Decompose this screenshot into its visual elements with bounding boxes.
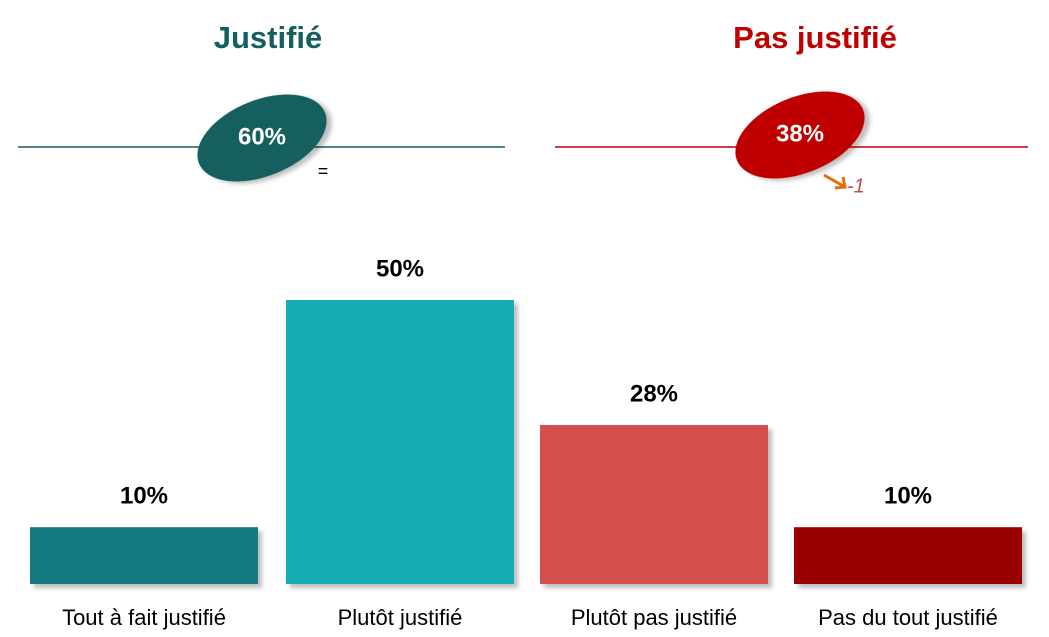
summary-badge [735,91,865,179]
bar [286,300,514,584]
bar [794,527,1022,584]
summary-title: Pas justifié [733,20,897,55]
summary-value: 60% [238,123,286,150]
summary-change: = [318,161,329,181]
category-label: Pas du tout justifié [818,605,998,630]
summary-value: 38% [776,120,824,147]
category-label: Tout à fait justifié [62,605,226,630]
bar [540,424,768,584]
summary-change: -1 [847,175,865,197]
value-label: 50% [376,255,424,282]
category-label: Plutôt justifié [338,605,463,630]
trend-arrow [823,173,847,190]
summary-badge [197,94,327,182]
category-label: Plutôt pas justifié [571,605,737,630]
value-label: 10% [120,483,168,510]
value-label: 10% [884,483,932,510]
bar [30,527,258,584]
summary-title: Justifié [214,20,323,55]
value-label: 28% [630,380,678,407]
